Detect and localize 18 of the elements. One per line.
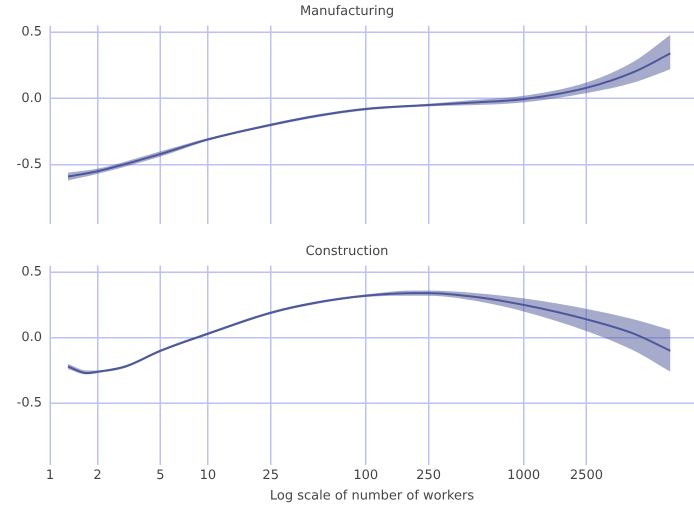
- y-tick-label: 0.5: [21, 264, 42, 280]
- y-tick-label: 0.5: [21, 24, 42, 40]
- x-tick-label: 10: [200, 468, 216, 483]
- chart-title: Construction: [306, 244, 388, 260]
- x-tick-label: 1: [46, 468, 54, 483]
- x-tick-label: 100: [353, 468, 378, 483]
- y-tick-label: 0.0: [21, 330, 42, 346]
- x-axis-title: Log scale of number of workers: [270, 488, 474, 504]
- y-tick-label: 0.0: [21, 90, 42, 106]
- x-tick-label: 25: [262, 468, 279, 483]
- x-tick-label: 250: [416, 468, 441, 483]
- x-tick-label: 1000: [507, 468, 540, 483]
- x-tick-label: 2500: [570, 468, 603, 483]
- y-tick-label: -0.5: [16, 396, 42, 411]
- x-tick-label: 5: [156, 468, 164, 483]
- y-tick-label: -0.5: [16, 156, 42, 172]
- chart-title: Manufacturing: [300, 4, 394, 20]
- x-tick-label: 2: [93, 468, 102, 483]
